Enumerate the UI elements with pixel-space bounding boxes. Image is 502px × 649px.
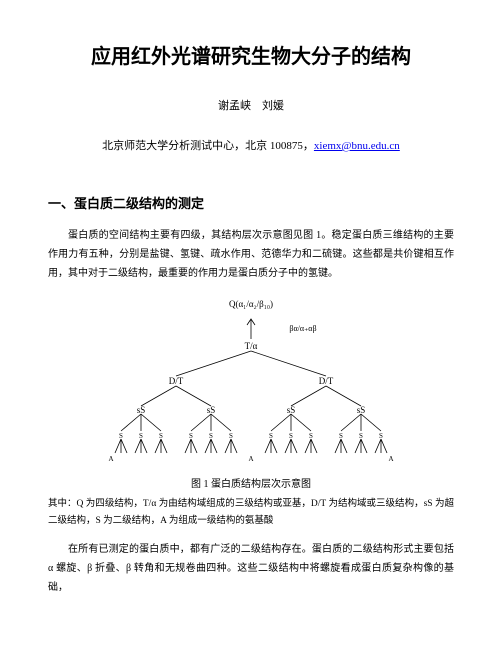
node-note: βα/α₊αβ	[289, 324, 316, 333]
node-s: S	[359, 432, 363, 440]
node-s: S	[159, 432, 163, 440]
node-s: S	[209, 432, 213, 440]
figure-legend: 其中：Q 为四级结构，T/α 为由结构域组成的三级结构或亚基，D/T 为结构域或…	[48, 496, 454, 530]
node-s: S	[339, 432, 343, 440]
page-title: 应用红外光谱研究生物大分子的结构	[48, 40, 454, 69]
node-s: S	[309, 432, 313, 440]
node-ss: sS	[207, 405, 216, 415]
node-a: A	[108, 455, 113, 463]
node-q: Q(α₁/α₂/β₁₀)	[229, 299, 273, 309]
affiliation-text: 北京师范大学分析测试中心，北京 100875，	[102, 140, 314, 152]
node-s: S	[289, 432, 293, 440]
node-s: S	[119, 432, 123, 440]
figure-caption: 图 1 蛋白质结构层次示意图	[48, 475, 454, 490]
authors: 谢孟峡 刘媛	[48, 97, 454, 113]
node-s: S	[189, 432, 193, 440]
node-a: A	[388, 455, 393, 463]
node-s: S	[139, 432, 143, 440]
node-s: S	[379, 432, 383, 440]
node-a: A	[248, 455, 253, 463]
node-s: S	[269, 432, 273, 440]
node-ss: sS	[137, 405, 146, 415]
affiliation: 北京师范大学分析测试中心，北京 100875，xiemx@bnu.edu.cn	[48, 137, 454, 153]
figure-1: Q(α₁/α₂/β₁₀) βα/α₊αβ T/α D/T D/T sS sS s…	[48, 291, 454, 490]
section-heading-1: 一、蛋白质二级结构的测定	[48, 193, 454, 212]
node-dt-left: D/T	[169, 376, 184, 386]
tree-diagram: Q(α₁/α₂/β₁₀) βα/α₊αβ T/α D/T D/T sS sS s…	[71, 291, 431, 471]
paragraph-1: 蛋白质的空间结构主要有四级，其结构层次示意图见图 1。稳定蛋白质三维结构的主要作…	[48, 226, 454, 283]
paragraph-2: 在所有已测定的蛋白质中，都有广泛的二级结构存在。蛋白质的二级结构形式主要包括 α…	[48, 540, 454, 597]
node-ss: sS	[357, 405, 366, 415]
node-t: T/α	[245, 341, 258, 351]
email-link[interactable]: xiemx@bnu.edu.cn	[314, 140, 400, 152]
node-dt-right: D/T	[319, 376, 334, 386]
node-ss: sS	[287, 405, 296, 415]
node-s: S	[229, 432, 233, 440]
